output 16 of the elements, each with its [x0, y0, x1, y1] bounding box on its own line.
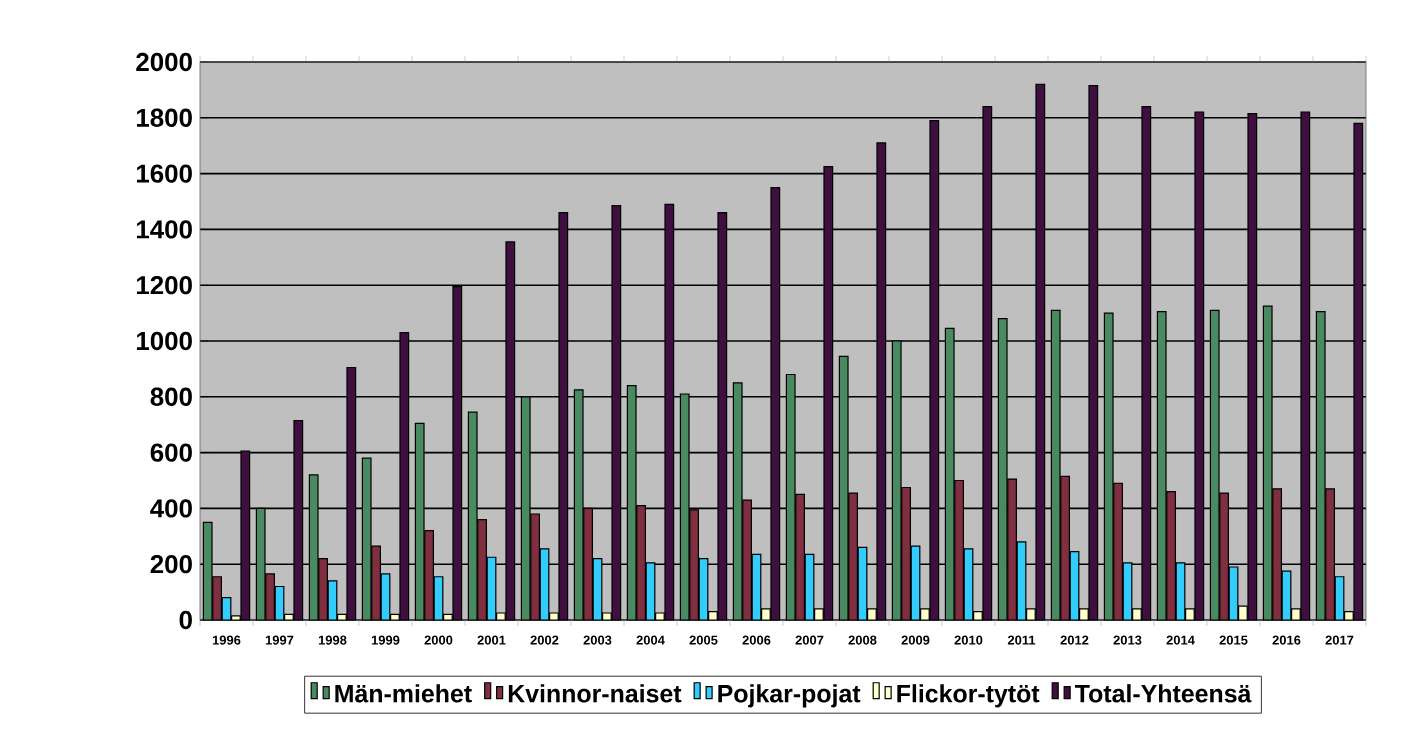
- legend-label: Kvinnor-naiset: [508, 684, 682, 703]
- y-tick-label: 1000: [136, 331, 192, 351]
- y-tick-label: 400: [150, 499, 192, 518]
- legend-label: Män-miehet: [335, 684, 472, 703]
- y-tick-label: 1400: [136, 220, 192, 239]
- y-tick-label: 1800: [136, 108, 192, 127]
- y-tick-label: 0: [179, 610, 192, 630]
- y-tick-label: 1600: [136, 164, 192, 183]
- y-tick-label: 2000: [136, 52, 192, 72]
- y-tick-label: 800: [150, 387, 192, 406]
- y-tick-label: 200: [150, 555, 192, 574]
- legend-label: Pojkar-pojat: [718, 684, 861, 708]
- legend-label: Total-Yhteensä: [1075, 684, 1252, 703]
- y-tick-label: 600: [150, 443, 192, 462]
- legend-label: Flickor-tytöt: [897, 684, 1040, 708]
- y-tick-label: 1200: [136, 276, 192, 295]
